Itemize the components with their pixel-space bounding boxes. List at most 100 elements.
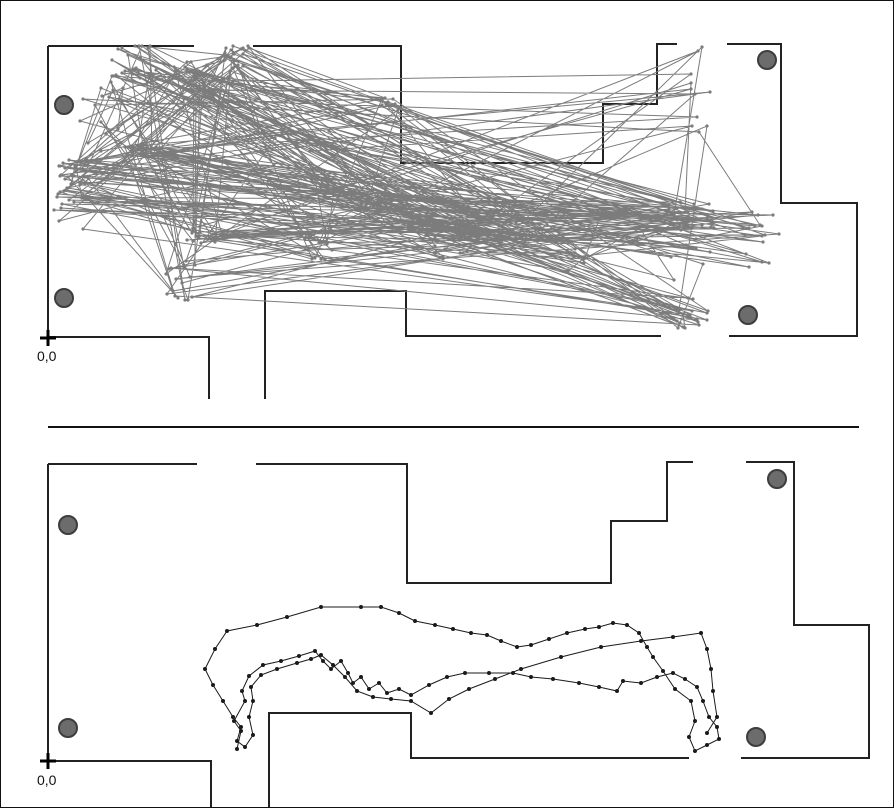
bottom-wall-lower-mid xyxy=(268,712,689,807)
trajectory-point xyxy=(771,213,775,217)
trajectory-point xyxy=(639,639,643,643)
trajectory-point xyxy=(233,64,237,68)
trajectory-point xyxy=(433,235,437,239)
trajectory-point xyxy=(231,79,235,83)
trajectory-point xyxy=(148,147,152,151)
trajectory-point xyxy=(378,209,382,213)
trajectory-point xyxy=(691,297,695,301)
trajectory-point xyxy=(708,90,712,94)
trajectory-point xyxy=(526,238,530,242)
trajectory-point xyxy=(226,54,230,58)
trajectory-point xyxy=(523,239,527,243)
trajectory-point xyxy=(441,255,445,259)
trajectory-point xyxy=(547,637,551,641)
trajectory-point xyxy=(434,250,438,254)
trajectory-point xyxy=(261,663,265,667)
trajectory-point xyxy=(134,66,138,70)
trajectory-point xyxy=(273,136,277,140)
trajectory-point xyxy=(696,320,700,324)
trajectory-point xyxy=(397,687,401,691)
trajectory-point xyxy=(164,272,168,276)
trajectory-point xyxy=(671,671,675,675)
trajectory-point xyxy=(69,182,73,186)
trajectory-point xyxy=(160,146,164,150)
trajectory-point xyxy=(667,207,671,211)
trajectory-point xyxy=(402,214,406,218)
trajectory-point xyxy=(707,202,711,206)
trajectory-point xyxy=(116,127,120,131)
trajectory-point xyxy=(664,204,668,208)
trajectory-point xyxy=(625,209,629,213)
trajectory-point xyxy=(297,188,301,192)
trajectory-point xyxy=(371,695,375,699)
bottom-origin-label: 0,0 xyxy=(37,772,57,788)
trajectory-point xyxy=(163,79,167,83)
trajectory-point xyxy=(763,233,767,237)
trajectory-point xyxy=(154,68,158,72)
trajectory-point xyxy=(236,63,240,67)
trajectory-point xyxy=(117,97,121,101)
trajectory-point xyxy=(78,119,82,123)
trajectory-point xyxy=(355,203,359,207)
trajectory-point xyxy=(760,260,764,264)
trajectory-point xyxy=(715,725,719,729)
trajectory-point xyxy=(131,152,135,156)
trajectory-point xyxy=(129,149,133,153)
trajectory-point xyxy=(231,715,235,719)
trajectory-point xyxy=(540,236,544,240)
trajectory-point xyxy=(760,234,764,238)
trajectory-point xyxy=(467,687,471,691)
trajectory-point xyxy=(343,675,347,679)
trajectory-point xyxy=(58,164,62,168)
trajectory-point xyxy=(743,233,747,237)
trajectory-point xyxy=(573,251,577,255)
trajectory-point xyxy=(173,294,177,298)
trajectory-point xyxy=(232,719,236,723)
trajectory-point xyxy=(223,58,227,62)
trajectory-point xyxy=(235,747,239,751)
beacon-marker xyxy=(767,469,787,489)
trajectory-point xyxy=(247,674,251,678)
trajectory-point xyxy=(685,206,689,210)
trajectory-point xyxy=(297,654,301,658)
trajectory-point xyxy=(182,265,186,269)
trajectory-point xyxy=(756,213,760,217)
trajectory-point xyxy=(223,80,227,84)
trajectory-point xyxy=(280,132,284,136)
trajectory-point xyxy=(389,697,393,701)
trajectory-point xyxy=(577,681,581,685)
trajectory-point xyxy=(686,215,690,219)
trajectory-point xyxy=(232,96,236,100)
trajectory-point xyxy=(99,120,103,124)
trajectory-point xyxy=(133,44,137,48)
trajectory-point xyxy=(142,148,146,152)
trajectory-point xyxy=(566,240,570,244)
trajectory-point xyxy=(126,53,130,57)
trajectory-point xyxy=(761,240,765,244)
trajectory-point xyxy=(306,248,310,252)
trajectory-point xyxy=(655,675,659,679)
trajectory-point xyxy=(285,615,289,619)
trajectory-point xyxy=(205,63,209,67)
trajectory-point xyxy=(210,98,214,102)
trajectory-point xyxy=(323,258,327,262)
trajectory-point xyxy=(392,217,396,221)
trajectory-point xyxy=(700,207,704,211)
trajectory-point xyxy=(331,663,335,667)
trajectory-point xyxy=(319,184,323,188)
trajectory-point xyxy=(475,235,479,239)
trajectory-point xyxy=(679,201,683,205)
trajectory-point xyxy=(695,685,699,689)
top-origin-cross xyxy=(40,330,56,346)
trajectory-point xyxy=(519,667,523,671)
trajectory-point xyxy=(241,64,245,68)
trajectory-point xyxy=(397,611,401,615)
trajectory-point xyxy=(462,226,466,230)
trajectory-point xyxy=(199,241,203,245)
trajectory-point xyxy=(463,671,467,675)
trajectory-point xyxy=(380,103,384,107)
trajectory-point xyxy=(239,725,243,729)
trajectory-point xyxy=(81,174,85,178)
trajectory-point xyxy=(687,735,691,739)
trajectory-point xyxy=(404,194,408,198)
